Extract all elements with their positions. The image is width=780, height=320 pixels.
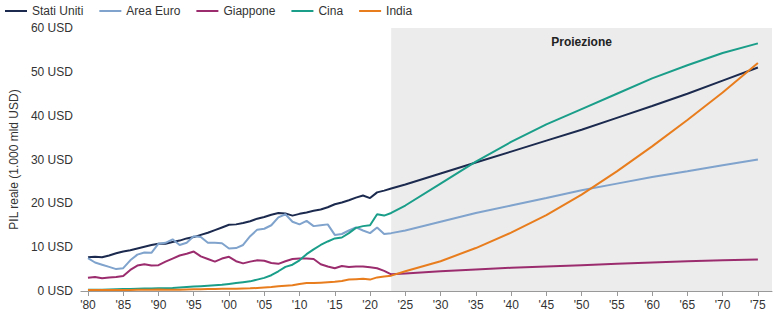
svg-text:40 USD: 40 USD bbox=[31, 109, 73, 123]
svg-text:'20: '20 bbox=[362, 298, 378, 312]
svg-text:30 USD: 30 USD bbox=[31, 153, 73, 167]
svg-text:Stati Uniti: Stati Uniti bbox=[32, 4, 83, 18]
svg-text:'75: '75 bbox=[750, 298, 766, 312]
svg-text:0 USD: 0 USD bbox=[38, 284, 74, 298]
svg-text:'60: '60 bbox=[644, 298, 660, 312]
svg-text:60 USD: 60 USD bbox=[31, 21, 73, 35]
svg-text:'40: '40 bbox=[503, 298, 519, 312]
svg-text:Area Euro: Area Euro bbox=[126, 4, 180, 18]
svg-text:'10: '10 bbox=[292, 298, 308, 312]
svg-text:Giappone: Giappone bbox=[223, 4, 275, 18]
svg-text:'05: '05 bbox=[256, 298, 272, 312]
svg-text:'35: '35 bbox=[468, 298, 484, 312]
svg-text:Cina: Cina bbox=[318, 4, 343, 18]
svg-text:'85: '85 bbox=[115, 298, 131, 312]
svg-text:'25: '25 bbox=[397, 298, 413, 312]
svg-text:10 USD: 10 USD bbox=[31, 240, 73, 254]
svg-text:'00: '00 bbox=[221, 298, 237, 312]
svg-text:'80: '80 bbox=[80, 298, 96, 312]
svg-text:'70: '70 bbox=[715, 298, 731, 312]
svg-text:50 USD: 50 USD bbox=[31, 65, 73, 79]
svg-text:'45: '45 bbox=[539, 298, 555, 312]
svg-text:PIL reale (1.000 mld USD): PIL reale (1.000 mld USD) bbox=[7, 89, 21, 229]
svg-text:20 USD: 20 USD bbox=[31, 196, 73, 210]
svg-text:'30: '30 bbox=[433, 298, 449, 312]
svg-text:'95: '95 bbox=[186, 298, 202, 312]
svg-text:Proiezione: Proiezione bbox=[551, 35, 612, 49]
svg-text:India: India bbox=[386, 4, 412, 18]
svg-text:'55: '55 bbox=[609, 298, 625, 312]
svg-text:'15: '15 bbox=[327, 298, 343, 312]
svg-text:'50: '50 bbox=[574, 298, 590, 312]
svg-text:'90: '90 bbox=[151, 298, 167, 312]
svg-text:'65: '65 bbox=[680, 298, 696, 312]
